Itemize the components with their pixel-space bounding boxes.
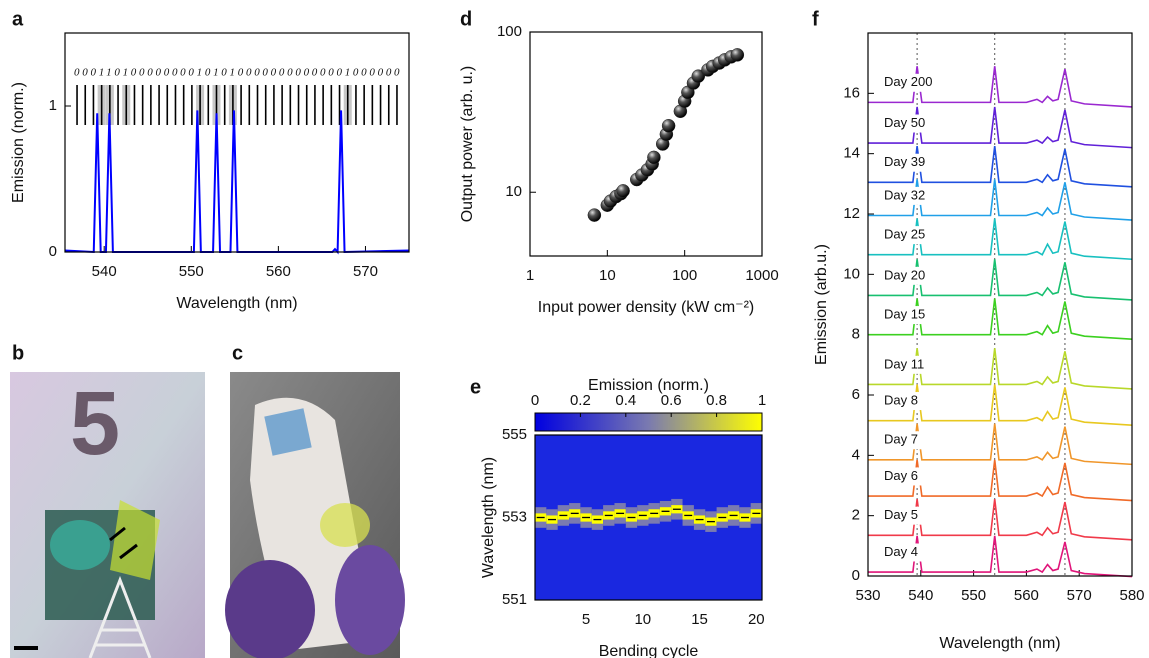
y-axis-label: Wavelength (nm): [480, 457, 497, 578]
x-tick-label: 540: [92, 263, 117, 280]
series-label: Day 4: [884, 544, 918, 559]
data-point: [616, 184, 630, 198]
legend-box: [880, 153, 938, 172]
y-tick-label: 8: [852, 326, 860, 343]
x-tick-label: 560: [266, 263, 291, 280]
colorbar-tick-label: 1: [758, 392, 766, 409]
legend-box: [880, 467, 938, 486]
y-tick-label: 10: [505, 183, 522, 200]
legend-box: [880, 114, 938, 133]
x-tick-label: 1000: [745, 267, 778, 284]
photo-b: 5: [10, 372, 205, 658]
y-tick-label: 4: [852, 446, 860, 463]
y-axis-label: Emission (arb.u.): [813, 244, 830, 365]
x-tick-label: 1: [526, 267, 534, 284]
legend-box: [880, 355, 938, 374]
series-label: Day 5: [884, 507, 918, 522]
x-tick-label: 550: [179, 263, 204, 280]
x-axis-label: Wavelength (nm): [939, 635, 1060, 652]
x-tick-label: 550: [961, 587, 986, 604]
x-tick-label: 5: [582, 611, 590, 628]
panel-letter: c: [232, 342, 243, 364]
colorbar-tick-label: 0.6: [661, 392, 682, 409]
x-tick-label: 10: [599, 267, 616, 284]
colorbar: [534, 412, 763, 432]
legend-box: [880, 73, 938, 92]
x-tick-label: 10: [634, 611, 651, 628]
y-tick-label: 6: [852, 386, 860, 403]
x-axis-label: Wavelength (nm): [176, 295, 297, 312]
y-tick-label: 12: [843, 205, 860, 222]
spectrum-line: [64, 110, 410, 255]
data-point: [691, 69, 706, 83]
plot-frame: [64, 32, 410, 253]
legend-box: [880, 392, 938, 411]
y-tick-label: 100: [497, 23, 522, 40]
y-tick-label: 555: [502, 426, 527, 443]
x-tick-label: 570: [353, 263, 378, 280]
colorbar-tick-label: 0.8: [706, 392, 727, 409]
code-text: 0001101000000001010100000000000001000000: [74, 67, 400, 79]
x-tick-label: 530: [855, 587, 880, 604]
y-tick-label: 14: [843, 145, 860, 162]
legend-box: [880, 226, 938, 245]
y-tick-label: 16: [843, 84, 860, 101]
series-label: Day 200: [884, 74, 932, 89]
x-axis-label: Input power density (kW cm⁻²): [538, 299, 755, 316]
series-label: Day 25: [884, 227, 925, 242]
colorbar-tick-label: 0.4: [615, 392, 636, 409]
series-label: Day 6: [884, 468, 918, 483]
panel-letter: e: [470, 376, 481, 398]
plot-frame: [529, 31, 763, 257]
colorbar-label: Emission (norm.): [588, 377, 709, 394]
x-tick-label: 100: [672, 267, 697, 284]
colorbar-tick-label: 0: [531, 392, 539, 409]
x-axis-label: Bending cycle: [599, 643, 699, 658]
y-tick-label: 551: [502, 591, 527, 608]
series-label: Day 32: [884, 187, 925, 202]
data-point: [647, 150, 661, 165]
series-label: Day 50: [884, 115, 925, 130]
data-point: [730, 48, 745, 62]
series-label: Day 20: [884, 267, 925, 282]
plot-frame: [534, 434, 763, 601]
y-tick-label: 2: [852, 507, 860, 524]
series-label: Day 39: [884, 154, 925, 169]
x-tick-label: 580: [1119, 587, 1144, 604]
y-tick-label: 0: [852, 567, 860, 584]
y-axis-label: Emission (norm.): [10, 82, 27, 203]
x-tick-label: 20: [748, 611, 765, 628]
x-tick-label: 560: [1014, 587, 1039, 604]
panel-letter: a: [12, 8, 24, 30]
y-axis-label: Output power (arb. u.): [459, 66, 476, 223]
y-tick-label: 10: [843, 265, 860, 282]
legend-box: [880, 543, 938, 562]
legend-box: [880, 266, 938, 285]
plot-frame: [867, 32, 1133, 577]
panel-letter: d: [460, 8, 472, 30]
series-label: Day 8: [884, 392, 918, 407]
photo-c: [225, 372, 405, 658]
legend-box: [880, 186, 938, 205]
x-tick-label: 15: [691, 611, 708, 628]
colorbar-tick-label: 0.2: [570, 392, 591, 409]
y-tick-label: 1: [49, 97, 57, 114]
data-point: [661, 118, 676, 133]
series-label: Day 7: [884, 432, 918, 447]
series-label: Day 15: [884, 306, 925, 321]
y-tick-label: 553: [502, 508, 527, 525]
legend-box: [880, 431, 938, 450]
panel-letter: b: [12, 342, 24, 364]
svg-text:5: 5: [70, 374, 120, 474]
legend-box: [880, 506, 938, 525]
x-tick-label: 540: [908, 587, 933, 604]
x-tick-label: 570: [1067, 587, 1092, 604]
series-label: Day 11: [884, 356, 924, 371]
legend-box: [880, 306, 938, 325]
panel-letter: f: [812, 8, 819, 30]
y-tick-label: 0: [49, 243, 57, 260]
data-point: [587, 208, 602, 222]
